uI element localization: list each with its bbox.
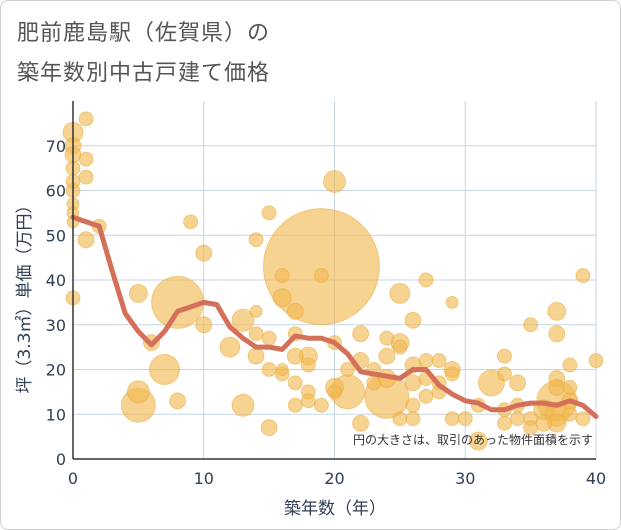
bubble-point <box>510 411 526 427</box>
bubble-point <box>286 347 304 365</box>
bubble-point <box>275 363 289 376</box>
bubble-point <box>444 411 460 427</box>
trend-layer <box>70 214 599 419</box>
bubble-point <box>231 393 255 417</box>
bubble-point <box>78 151 94 167</box>
bubble-point <box>313 397 329 413</box>
bubble-point <box>327 384 342 400</box>
y-tick-label: 60 <box>46 182 66 201</box>
bubble-point <box>151 275 205 329</box>
bubble-point <box>575 411 591 427</box>
bubble-point <box>562 357 578 373</box>
bubble-point <box>496 415 512 431</box>
bubble-point <box>468 431 488 451</box>
bubble-point <box>300 357 316 373</box>
x-tick-label: 20 <box>324 469 344 488</box>
bubble-point <box>260 419 278 437</box>
bubble-point <box>261 205 277 221</box>
bubble-point <box>262 208 380 326</box>
bubble-point <box>126 380 150 404</box>
x-tick-label: 30 <box>455 469 475 488</box>
bubble-point <box>404 374 422 392</box>
bubble-point <box>588 353 604 369</box>
bubble-point <box>405 411 421 427</box>
chart-title-line-1: 肥前鹿島駅（佐賀県）の <box>17 21 271 46</box>
bubble-point <box>352 325 370 343</box>
bubble-point <box>405 397 421 413</box>
bubble-point <box>249 304 263 318</box>
bubble-point <box>352 414 370 432</box>
bubble-point <box>272 288 292 308</box>
bubble-point <box>366 375 382 391</box>
bubble-point <box>219 336 241 358</box>
bubble-point <box>300 393 316 409</box>
bubble-point <box>496 348 512 364</box>
bubble-point <box>247 347 265 365</box>
bubble-point <box>523 317 539 333</box>
bubble-layer <box>62 111 604 451</box>
trend-line <box>70 214 599 419</box>
axes <box>72 101 596 460</box>
bubble-point <box>261 330 277 346</box>
bubble-point <box>547 301 567 321</box>
bubble-point <box>274 268 290 284</box>
bubble-point <box>248 326 264 342</box>
bubble-point <box>431 353 447 369</box>
y-tick-label: 0 <box>56 450 66 469</box>
bubble-point <box>286 302 304 320</box>
bubble-point <box>313 268 329 284</box>
bubble-point <box>378 347 396 365</box>
bubble-point <box>418 272 434 288</box>
chart-title-line-2: 築年数別中古戸建て価格 <box>17 61 271 86</box>
bubble-point <box>392 339 408 355</box>
y-tick-label: 20 <box>46 361 66 380</box>
bubble-point <box>261 362 277 377</box>
bubble-point <box>418 353 434 369</box>
bubble-point <box>457 411 473 427</box>
bubble-point <box>323 170 346 194</box>
bubble-point <box>195 316 213 334</box>
y-tick-label: 30 <box>46 316 66 335</box>
x-tick-label: 10 <box>194 469 214 488</box>
bubble-point <box>78 169 94 185</box>
bubble-point <box>392 411 408 427</box>
y-axis-label: 坪（3.3㎡）単価（万円） <box>15 196 35 393</box>
bubble-point <box>418 388 434 404</box>
bubble-point <box>183 214 199 230</box>
bubble-point <box>496 366 512 382</box>
x-axis-label: 築年数（年） <box>284 499 386 519</box>
bubble-point <box>169 392 187 410</box>
bubble-point <box>523 420 539 436</box>
bubble-point <box>445 295 459 309</box>
y-tick-label: 50 <box>46 226 66 245</box>
bubble-point <box>231 308 255 332</box>
x-tick-label: 0 <box>68 469 78 488</box>
bubble-point <box>389 282 411 304</box>
bubble-point <box>149 354 181 385</box>
x-tick-label: 40 <box>586 469 606 488</box>
bubble-point <box>404 311 422 329</box>
bubble-point <box>444 366 460 382</box>
bubble-point <box>562 406 578 422</box>
y-tick-label: 10 <box>46 405 66 424</box>
y-tick-label: 70 <box>46 137 66 156</box>
bubble-point <box>535 414 553 432</box>
bubble-point <box>77 231 95 249</box>
bubble-point <box>379 330 395 346</box>
bubble-point <box>287 397 303 413</box>
bubble-point <box>128 283 148 303</box>
bubble-point <box>562 379 578 395</box>
y-tick-label: 40 <box>46 271 66 290</box>
size-note: 円の大きさは、取引のあった物件面積を示す <box>353 432 593 447</box>
bubble-point <box>287 375 303 391</box>
bubble-point <box>248 232 264 248</box>
bubble-point <box>509 374 527 392</box>
bubble-point <box>340 362 356 377</box>
bubble-point <box>195 244 213 262</box>
bubble-point <box>575 268 591 284</box>
bubble-point <box>78 111 94 127</box>
tick-labels: 0 10 20 30 40 0 10 20 30 40 50 60 70 <box>46 137 607 488</box>
bubble-point <box>548 325 566 343</box>
